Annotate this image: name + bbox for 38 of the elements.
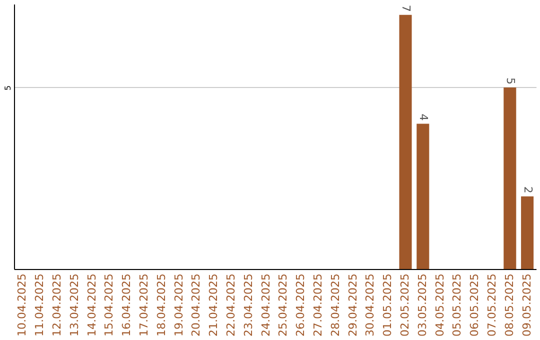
x-tick-label: 04.05.2025 — [433, 274, 446, 336]
x-tick-label: 13.04.2025 — [68, 274, 81, 336]
x-tick-label: 17.04.2025 — [138, 274, 150, 336]
x-tick-label: 23.04.2025 — [242, 274, 255, 336]
x-tick-label: 14.04.2025 — [85, 274, 98, 336]
data-label: 4 — [416, 114, 430, 121]
x-tick-label: 28.04.2025 — [328, 274, 342, 336]
x-tick-label: 20.04.2025 — [190, 274, 203, 336]
bar — [521, 196, 534, 269]
bar — [399, 14, 412, 269]
data-label: 7 — [400, 4, 412, 12]
x-tick-label: 06.05.2025 — [468, 274, 482, 336]
x-tick-label: 27.04.2025 — [312, 274, 324, 336]
x-tick-label: 03.05.2025 — [416, 274, 429, 336]
x-tick-label: 29.04.2025 — [346, 274, 360, 336]
x-tick-label: 07.05.2025 — [486, 274, 498, 336]
x-tick-label: 11.04.2025 — [33, 274, 46, 336]
x-tick-label: 21.04.2025 — [207, 274, 220, 336]
bar — [504, 87, 516, 269]
data-label: 2 — [521, 186, 534, 194]
x-tick-label: 25.04.2025 — [276, 274, 290, 336]
x-tick-label: 18.04.2025 — [154, 274, 168, 336]
x-tick-label: 15.04.2025 — [102, 274, 116, 336]
x-tick-label: 02.05.2025 — [398, 274, 412, 336]
data-label: 5 — [504, 77, 517, 84]
x-tick-label: 09.05.2025 — [520, 274, 534, 336]
x-tick-label: 10.04.2025 — [16, 274, 29, 336]
x-tick-label: 26.04.2025 — [294, 274, 308, 336]
x-tick-label: 22.04.2025 — [224, 274, 238, 336]
x-tick-label: 30.04.2025 — [364, 274, 377, 336]
x-tick-label: 08.05.2025 — [502, 274, 516, 336]
bar — [416, 124, 430, 269]
x-tick-label: 01.05.2025 — [381, 274, 394, 336]
x-tick-label: 19.04.2025 — [172, 274, 186, 336]
x-tick-label: 12.04.2025 — [50, 274, 64, 336]
x-tick-label: 05.05.2025 — [450, 274, 464, 336]
x-tick-label: 24.04.2025 — [259, 274, 272, 336]
x-tick-label: 16.04.2025 — [120, 274, 134, 336]
